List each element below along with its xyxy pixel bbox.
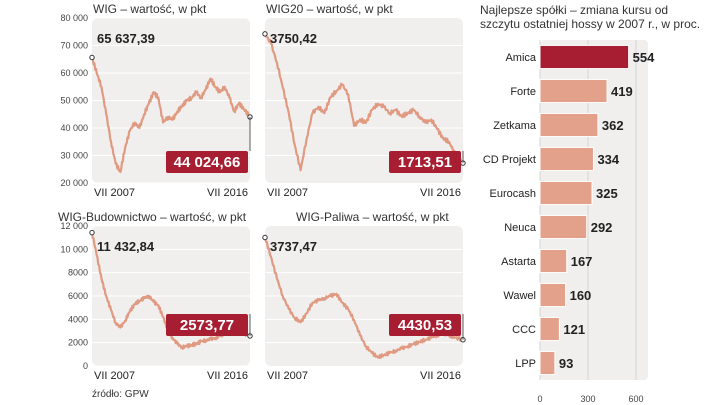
- bar-chart-title: Najlepsze spółki – zmiana kursu od szczy…: [480, 3, 701, 31]
- chart-2-end-value-box: [166, 314, 248, 336]
- bar-lpp: [539, 350, 556, 376]
- bar-zetkama: [539, 112, 599, 138]
- chart-3-end-value-box: [389, 314, 461, 336]
- chart-2-ytick-label: 12 000: [60, 221, 88, 231]
- chart-0-ytick-label: 20 000: [60, 178, 88, 188]
- bar-eurocash: [539, 180, 593, 206]
- bar-value-label: 334: [597, 152, 619, 167]
- chart-2-xtick-label: VII 2016: [207, 370, 248, 382]
- chart-3-xtick-label: VII 2007: [267, 370, 308, 382]
- wig20-chart-title: WIG20 – wartość, w pkt: [266, 2, 393, 16]
- chart-0-xtick-label: VII 2007: [94, 187, 135, 199]
- bar-value-label: 292: [591, 220, 613, 235]
- chart-1-series-line: [263, 33, 464, 172]
- bar-forte: [539, 78, 608, 104]
- chart-3-start-value-label: 3737,47: [270, 239, 317, 254]
- bar-chart-xtick-label: 300: [580, 394, 595, 404]
- chart-0-ytick-label: 40 000: [60, 123, 88, 133]
- bar-category-label: Forte: [510, 86, 536, 98]
- chart-1-end-value-label: 1713,51: [398, 154, 452, 171]
- bar-value-label: 160: [570, 288, 592, 303]
- bar-category-label: CD Projekt: [483, 154, 536, 166]
- source-note: źródło: GPW: [92, 389, 149, 400]
- chart-2-start-marker: [89, 229, 95, 236]
- bar-amica: [539, 44, 630, 70]
- chart-0-start-value-label: 65 637,39: [97, 31, 155, 46]
- bar-cd-projekt: [539, 146, 594, 172]
- wig-chart-title: WIG – wartość, w pkt: [93, 2, 207, 16]
- chart-2-ytick-label: 2000: [68, 338, 88, 348]
- bar-chart-xtick-label: 0: [537, 394, 542, 404]
- chart-2-ytick-label: 4000: [68, 314, 88, 324]
- bar-astarta: [539, 248, 568, 274]
- bar-value-label: 93: [559, 356, 573, 371]
- bar-category-label: Neuca: [504, 222, 537, 234]
- wig-paliwa-chart-title: WIG-Paliwa – wartość, w pkt: [296, 210, 449, 224]
- bar-category-label: Wawel: [503, 290, 536, 302]
- chart-0-start-marker: [89, 54, 95, 61]
- bar-neuca: [539, 214, 588, 240]
- bar-wawel: [539, 282, 567, 308]
- wig-budownictwo-chart-title: WIG-Budownictwo – wartość, w pkt: [58, 210, 247, 224]
- chart-3-series-line: [263, 237, 464, 359]
- chart-1-xtick-label: VII 2007: [267, 187, 308, 199]
- chart-1-end-value-box: [389, 151, 461, 173]
- chart-2-ytick-label: 6000: [68, 291, 88, 301]
- bar-value-label: 167: [571, 254, 593, 269]
- chart-0-end-value-box: [166, 151, 248, 173]
- chart-0-ytick-label: 80 000: [60, 13, 88, 23]
- chart-0-xtick-label: VII 2016: [207, 187, 248, 199]
- bar-category-label: LPP: [515, 358, 536, 370]
- chart-2-xtick-label: VII 2007: [94, 370, 135, 382]
- bar-value-label: 419: [611, 84, 633, 99]
- chart-2-ytick-label: 0: [83, 361, 88, 371]
- bar-category-label: Astarta: [501, 256, 537, 268]
- chart-0-ytick-label: 60 000: [60, 68, 88, 78]
- bar-ccc: [539, 316, 560, 342]
- chart-2-ytick-label: 10 000: [60, 244, 88, 254]
- chart-2-end-value-label: 2573,77: [180, 317, 234, 334]
- chart-1-xtick-label: VII 2016: [420, 187, 461, 199]
- chart-1-start-marker: [262, 31, 268, 37]
- bar-value-label: 362: [602, 118, 624, 133]
- chart-0-ytick-label: 30 000: [60, 151, 88, 161]
- chart-0-series-line: [91, 57, 251, 174]
- chart-0-ytick-label: 50 000: [60, 96, 88, 106]
- chart-0-end-value-label: 44 024,66: [174, 154, 241, 171]
- chart-3-end-value-label: 4430,53: [398, 317, 452, 334]
- bar-value-label: 121: [563, 322, 585, 337]
- bar-category-label: Zetkama: [493, 120, 537, 132]
- bar-category-label: Amica: [505, 52, 536, 64]
- chart-3-start-marker: [262, 234, 268, 241]
- chart-3-xtick-label: VII 2016: [420, 370, 461, 382]
- chart-2-start-value-label: 11 432,84: [97, 239, 155, 254]
- bar-value-label: 325: [596, 186, 618, 201]
- bar-category-label: CCC: [512, 324, 536, 336]
- chart-0-ytick-label: 70 000: [60, 41, 88, 51]
- bar-category-label: Eurocash: [490, 188, 536, 200]
- bar-value-label: 554: [633, 50, 655, 65]
- chart-1-start-value-label: 3750,42: [270, 31, 317, 46]
- chart-2-ytick-label: 8000: [68, 268, 88, 278]
- bar-chart-xtick-label: 600: [628, 394, 643, 404]
